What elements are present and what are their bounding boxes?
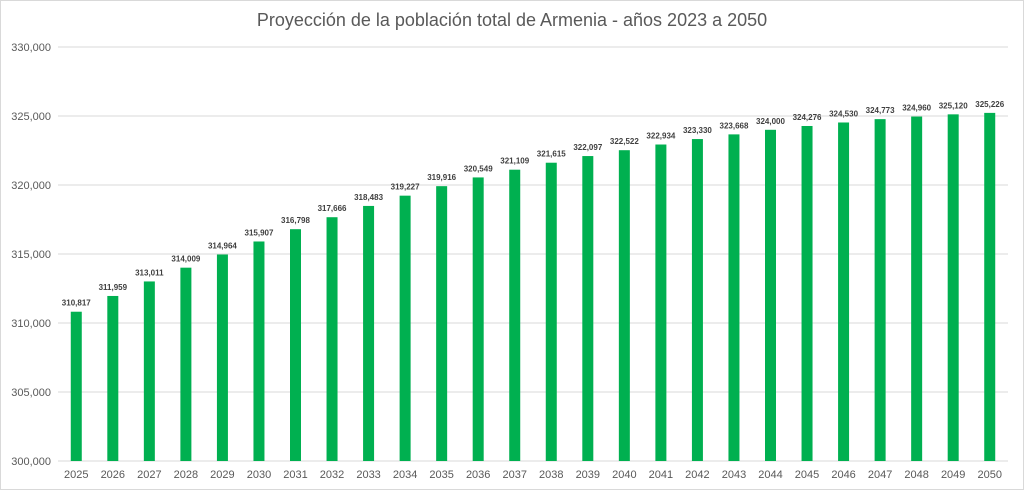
bar bbox=[107, 295, 119, 461]
x-tick-label: 2045 bbox=[795, 469, 819, 481]
data-label: 324,530 bbox=[829, 109, 858, 118]
x-tick-label: 2030 bbox=[247, 469, 271, 481]
bar bbox=[326, 217, 338, 461]
bar bbox=[363, 205, 375, 461]
bar bbox=[618, 150, 630, 461]
data-label: 319,227 bbox=[391, 183, 420, 192]
x-tick-label: 2033 bbox=[356, 469, 380, 481]
data-label: 316,798 bbox=[281, 216, 310, 225]
x-tick-label: 2037 bbox=[502, 469, 526, 481]
x-tick-label: 2047 bbox=[868, 469, 892, 481]
bar bbox=[691, 139, 703, 461]
x-tick-label: 2035 bbox=[429, 469, 453, 481]
data-label: 324,960 bbox=[902, 104, 931, 113]
y-tick-label: 330,000 bbox=[11, 42, 51, 54]
y-tick-label: 325,000 bbox=[11, 111, 51, 123]
x-tick-label: 2031 bbox=[283, 469, 307, 481]
data-label: 321,615 bbox=[537, 150, 566, 159]
y-tick-label: 315,000 bbox=[11, 249, 51, 261]
y-tick-label: 320,000 bbox=[11, 180, 51, 192]
data-label: 325,120 bbox=[939, 101, 968, 110]
bar bbox=[765, 129, 776, 462]
data-label: 315,907 bbox=[245, 228, 274, 237]
bar bbox=[509, 169, 521, 461]
x-tick-label: 2049 bbox=[941, 469, 965, 481]
data-label: 314,009 bbox=[171, 255, 200, 264]
bar bbox=[911, 116, 923, 461]
bar bbox=[984, 112, 996, 462]
x-tick-label: 2040 bbox=[612, 469, 636, 481]
data-label: 324,773 bbox=[866, 106, 895, 115]
data-label: 319,916 bbox=[427, 173, 456, 182]
data-label: 322,934 bbox=[646, 132, 675, 141]
x-tick-label: 2029 bbox=[210, 469, 234, 481]
y-tick-label: 300,000 bbox=[11, 456, 51, 468]
data-label: 323,668 bbox=[720, 121, 749, 130]
x-tick-label: 2025 bbox=[64, 469, 88, 481]
bar bbox=[801, 125, 813, 461]
bar bbox=[290, 229, 301, 461]
y-tick-label: 305,000 bbox=[11, 387, 51, 399]
data-label: 317,666 bbox=[318, 204, 347, 213]
bar bbox=[655, 144, 667, 461]
data-label: 311,959 bbox=[99, 283, 128, 292]
data-label: 318,483 bbox=[354, 193, 383, 202]
chart-title: Proyección de la población total de Arme… bbox=[256, 10, 768, 30]
bar bbox=[399, 195, 411, 461]
x-tick-label: 2043 bbox=[722, 469, 746, 481]
x-tick-label: 2028 bbox=[174, 469, 198, 481]
x-tick-label: 2042 bbox=[685, 469, 709, 481]
x-tick-label: 2034 bbox=[393, 469, 417, 481]
data-label: 313,011 bbox=[135, 268, 164, 277]
x-tick-label: 2050 bbox=[977, 469, 1001, 481]
y-tick-label: 310,000 bbox=[11, 318, 51, 330]
x-tick-label: 2046 bbox=[831, 469, 855, 481]
data-label: 320,549 bbox=[464, 164, 493, 173]
data-label: 323,330 bbox=[683, 126, 712, 135]
data-label: 322,522 bbox=[610, 137, 639, 146]
data-label: 324,276 bbox=[793, 113, 822, 122]
bar bbox=[545, 162, 557, 461]
bar bbox=[728, 134, 740, 462]
bar bbox=[472, 177, 484, 461]
bar bbox=[582, 156, 594, 461]
data-label: 322,097 bbox=[573, 143, 602, 152]
bar bbox=[947, 114, 959, 462]
bar bbox=[838, 122, 850, 462]
x-tick-label: 2044 bbox=[758, 469, 782, 481]
data-label: 325,226 bbox=[975, 100, 1004, 109]
data-label: 324,000 bbox=[756, 117, 785, 126]
bar bbox=[874, 119, 886, 461]
x-tick-label: 2036 bbox=[466, 469, 490, 481]
bar bbox=[436, 186, 448, 462]
bar bbox=[180, 267, 192, 461]
x-tick-label: 2032 bbox=[320, 469, 344, 481]
x-tick-label: 2039 bbox=[576, 469, 600, 481]
x-tick-label: 2038 bbox=[539, 469, 563, 481]
data-label: 314,964 bbox=[208, 241, 237, 250]
bar bbox=[70, 311, 82, 461]
x-tick-label: 2026 bbox=[101, 469, 125, 481]
data-label: 310,817 bbox=[62, 299, 91, 308]
bar bbox=[253, 241, 265, 461]
x-tick-label: 2041 bbox=[649, 469, 673, 481]
bar bbox=[143, 281, 155, 461]
data-label: 321,109 bbox=[500, 157, 529, 166]
bar bbox=[216, 254, 228, 461]
x-tick-label: 2027 bbox=[137, 469, 161, 481]
x-tick-label: 2048 bbox=[904, 469, 928, 481]
